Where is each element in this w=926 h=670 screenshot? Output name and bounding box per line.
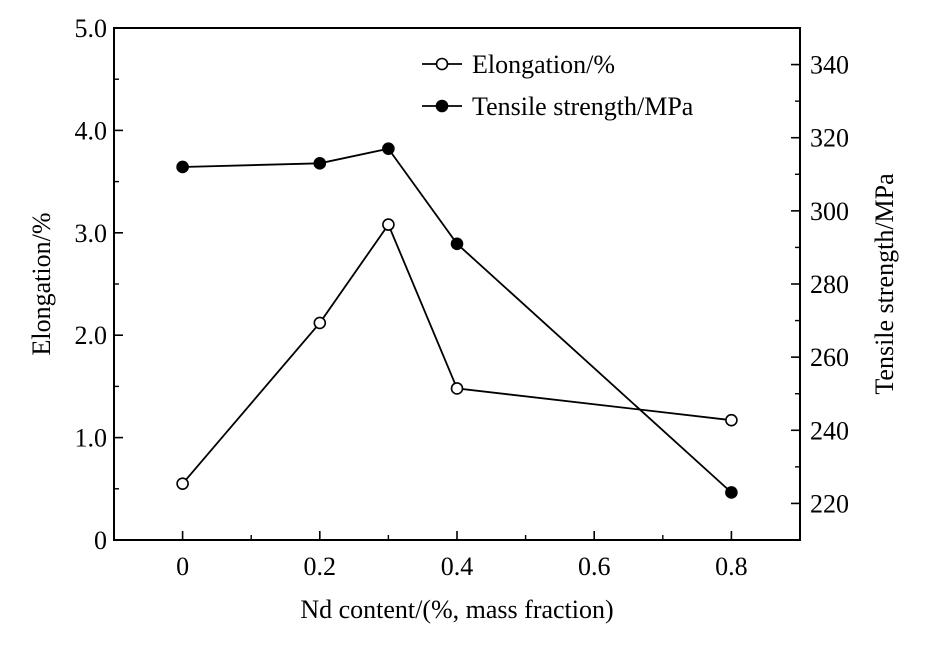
y-axis-title-left: Elongation/% [27, 213, 56, 356]
series-line-elongation [181, 222, 732, 485]
legend-marker-tensile [435, 99, 449, 113]
elongation-point [176, 477, 189, 490]
y-right-tick-label: 280 [810, 270, 849, 299]
y-right-tick-label: 340 [810, 51, 849, 80]
y-right-tick-label: 220 [810, 489, 849, 518]
elongation-point [450, 382, 464, 395]
series-line-tensile-strength [182, 147, 733, 494]
series [176, 142, 738, 499]
elongation-point [382, 218, 395, 231]
y-right-tick-label: 320 [810, 124, 849, 153]
tensile-strength-point [450, 237, 464, 251]
x-axis-title: Nd content/(%, mass fraction) [300, 595, 613, 624]
y-axis-title-right: Tensile strength/MPa [870, 173, 899, 395]
x-tick-label: 0.8 [715, 552, 748, 581]
y-right-tick-label: 240 [810, 416, 849, 445]
x-tick-label: 0.6 [578, 552, 611, 581]
elongation-point [313, 316, 327, 330]
legend-label-elongation: Elongation/% [472, 50, 615, 79]
y-right-tick-label: 260 [810, 343, 849, 372]
y-left-tick-label: 5.0 [75, 14, 108, 43]
tensile-strength-point [725, 486, 738, 499]
elongation-point [725, 413, 738, 427]
y-left-tick-label: 1.0 [75, 424, 108, 453]
ticks: 0 0.2 0.4 0.6 0.8 0 1.0 2.0 3.0 4.0 5.0 220 240 260 28… [75, 14, 850, 581]
x-tick-label: 0 [176, 552, 189, 581]
y-left-tick-label: 4.0 [75, 116, 108, 145]
x-tick-label: 0.4 [441, 552, 474, 581]
tensile-strength-point [176, 160, 189, 174]
legend-label-tensile: Tensile strength/MPa [472, 92, 694, 121]
legend-marker-elongation [435, 57, 449, 71]
plot-frame [113, 27, 801, 541]
legend: Elongation/% Tensile strength/MPa [422, 50, 694, 121]
y-left-tick-label: 3.0 [75, 219, 108, 248]
y-left-tick-label: 0 [94, 526, 107, 555]
tensile-strength-point [382, 142, 395, 155]
y-right-tick-label: 300 [810, 197, 849, 226]
x-tick-label: 0.2 [304, 552, 337, 581]
tensile-strength-point [313, 157, 327, 170]
y-left-tick-label: 2.0 [75, 321, 108, 350]
